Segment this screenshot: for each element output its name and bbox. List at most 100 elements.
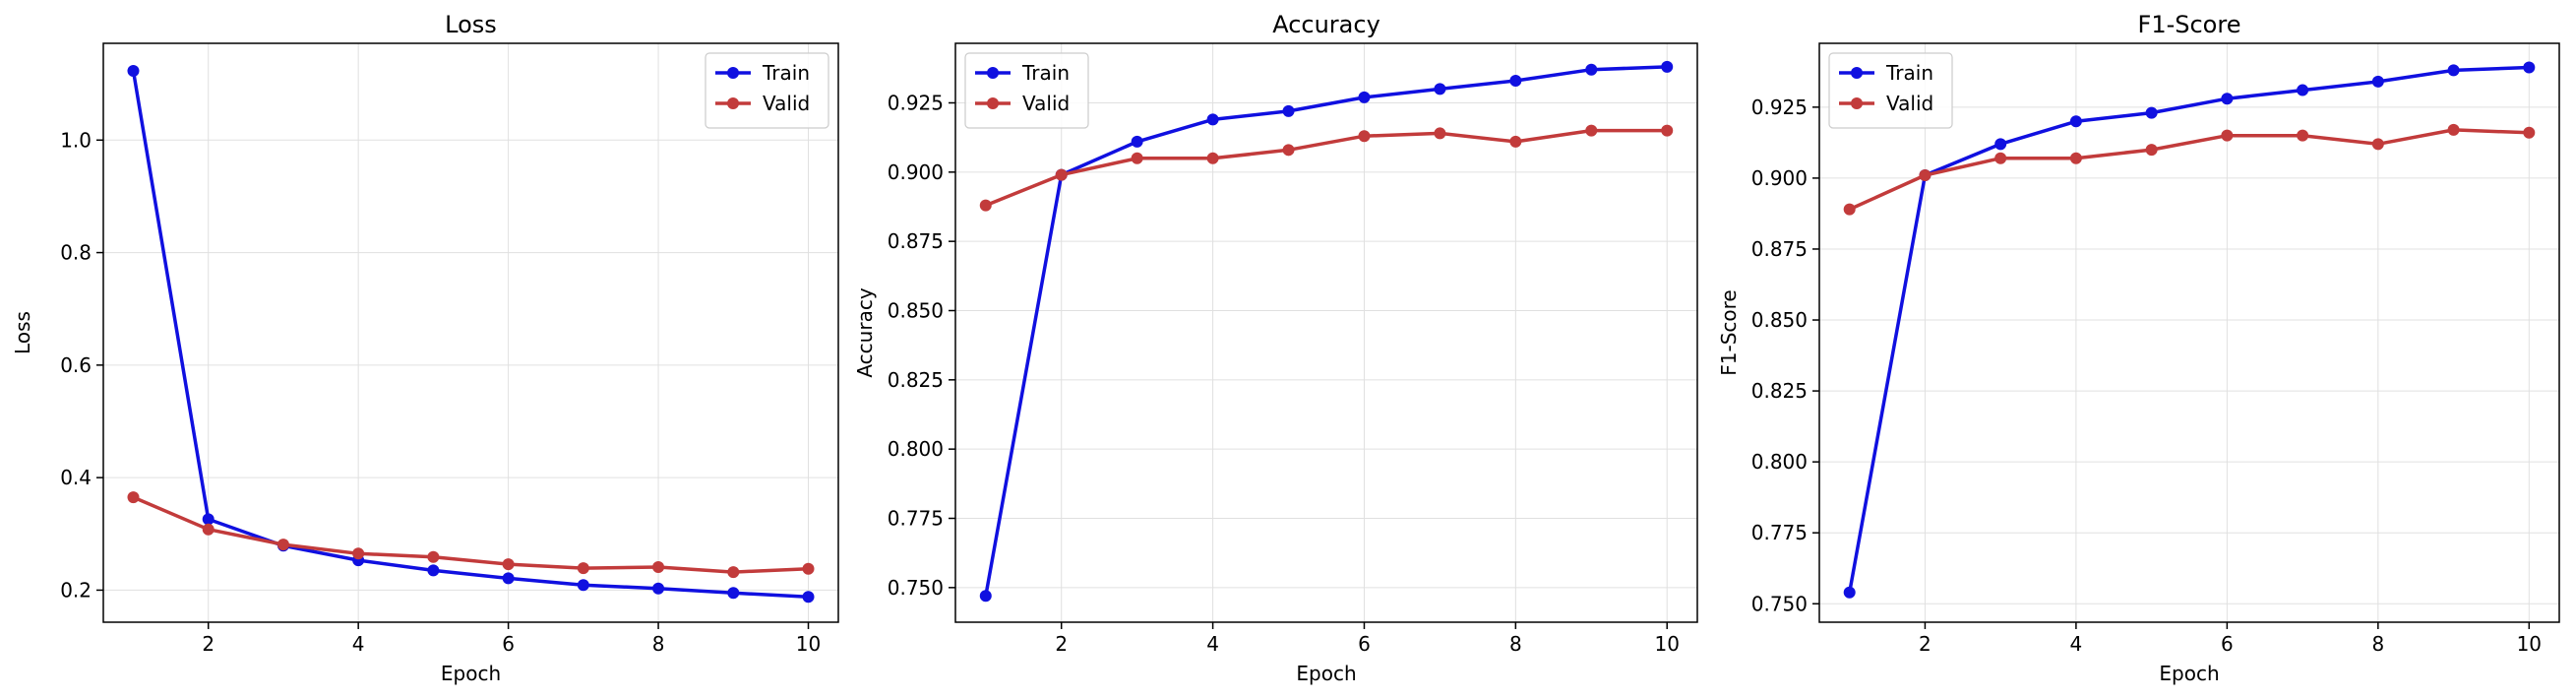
x-tick-label: 6 (502, 632, 515, 656)
chart-title: Loss (445, 11, 497, 38)
data-point-valid (652, 561, 665, 573)
y-tick-label: 0.775 (888, 506, 944, 530)
data-point-train (2447, 64, 2460, 77)
y-tick-label: 0.6 (60, 353, 92, 377)
y-tick-label: 0.825 (888, 368, 944, 392)
legend-label-valid: Valid (1022, 92, 1070, 115)
data-point-train (2297, 84, 2309, 96)
legend-swatch-marker (987, 97, 999, 109)
series-line-train (131, 70, 809, 600)
legend-label-valid: Valid (1886, 92, 1933, 115)
data-point-valid (2297, 129, 2309, 142)
x-tick-label: 2 (202, 632, 215, 656)
y-tick-label: 0.900 (888, 160, 944, 184)
data-point-train (2523, 61, 2536, 74)
chart-title: F1-Score (2138, 11, 2241, 38)
y-axis-label: F1-Score (1717, 289, 1741, 375)
data-point-train (1843, 586, 1856, 599)
y-axis-label: Accuracy (853, 287, 877, 377)
legend: Train Valid (705, 52, 829, 129)
y-tick-label: 1.0 (60, 128, 92, 152)
data-point-train (1131, 135, 1143, 148)
data-point-valid (202, 523, 215, 536)
data-point-valid (979, 199, 992, 212)
legend-swatch-marker (1851, 97, 1863, 109)
y-tick-label: 0.825 (1751, 379, 1808, 403)
x-tick-label: 2 (1055, 632, 1068, 656)
data-point-train (502, 572, 515, 585)
y-tick-label: 0.775 (1751, 521, 1808, 544)
data-point-valid (1509, 135, 1522, 148)
data-point-train (2069, 115, 2082, 128)
data-point-train (1206, 113, 1219, 126)
data-point-valid (427, 550, 440, 563)
data-point-train (1434, 83, 1446, 95)
data-point-valid (577, 562, 589, 575)
data-point-train (427, 564, 440, 577)
data-point-train (979, 590, 992, 603)
legend: Train Valid (964, 52, 1089, 129)
legend-label-train: Train (1021, 61, 1070, 85)
y-tick-label: 0.750 (888, 576, 944, 600)
data-point-valid (1055, 168, 1068, 181)
chart-panel-1: 2 4 6 8 10 0.2 0.4 0.6 0.8 1.0 Loss Epoch Loss Train V… (11, 11, 839, 685)
data-point-valid (1434, 127, 1446, 140)
data-point-valid (1282, 144, 1295, 157)
y-tick-label: 0.850 (1751, 308, 1808, 332)
x-tick-label: 2 (1919, 632, 1932, 656)
data-point-valid (1358, 130, 1371, 143)
legend-swatch-marker (987, 67, 999, 79)
data-point-valid (2371, 138, 2384, 151)
x-tick-label: 4 (2070, 632, 2083, 656)
plot-frame (954, 42, 1698, 623)
series-line-train (1847, 65, 2530, 594)
data-point-train (2221, 93, 2234, 105)
data-point-train (1661, 60, 1674, 73)
y-tick-label: 0.925 (1751, 95, 1808, 119)
y-tick-label: 0.875 (1751, 237, 1808, 261)
y-tick-label: 0.900 (1751, 166, 1808, 190)
data-point-valid (727, 566, 740, 579)
data-point-valid (276, 539, 289, 551)
data-point-valid (2069, 152, 2082, 164)
series-line-train (984, 65, 1668, 597)
data-point-train (1994, 138, 2007, 151)
legend: Train Valid (1828, 52, 1953, 129)
data-point-train (2371, 75, 2384, 88)
y-tick-label: 0.800 (888, 437, 944, 461)
y-tick-label: 0.2 (60, 578, 92, 602)
legend-label-valid: Valid (763, 92, 810, 115)
data-point-train (1282, 104, 1295, 117)
data-point-train (652, 582, 665, 595)
y-tick-label: 0.850 (888, 298, 944, 322)
x-tick-label: 4 (1206, 632, 1219, 656)
data-point-valid (1206, 152, 1219, 164)
data-point-train (802, 591, 815, 604)
x-tick-label: 8 (2371, 632, 2384, 656)
legend-swatch-marker (727, 97, 739, 109)
legend-swatch-marker (727, 67, 739, 79)
plot-frame (102, 42, 839, 623)
y-tick-label: 0.8 (60, 241, 92, 265)
x-tick-label: 10 (1654, 632, 1679, 656)
y-tick-label: 0.750 (1751, 592, 1808, 615)
data-point-valid (802, 562, 815, 575)
data-point-valid (1843, 203, 1856, 216)
y-axis-label: Loss (11, 311, 34, 354)
data-point-train (127, 65, 140, 77)
data-point-valid (352, 547, 365, 560)
data-point-valid (1919, 169, 1932, 182)
data-point-train (2145, 106, 2158, 119)
y-tick-label: 0.4 (60, 466, 92, 489)
data-point-valid (2447, 123, 2460, 136)
x-axis-label: Epoch (2159, 662, 2219, 685)
x-tick-label: 10 (796, 632, 821, 656)
data-point-train (577, 579, 589, 592)
x-tick-label: 4 (352, 632, 365, 656)
x-tick-label: 8 (1509, 632, 1522, 656)
data-point-valid (502, 558, 515, 571)
data-point-valid (1994, 152, 2007, 164)
series-line-valid (985, 128, 1668, 208)
x-tick-label: 10 (2517, 632, 2542, 656)
